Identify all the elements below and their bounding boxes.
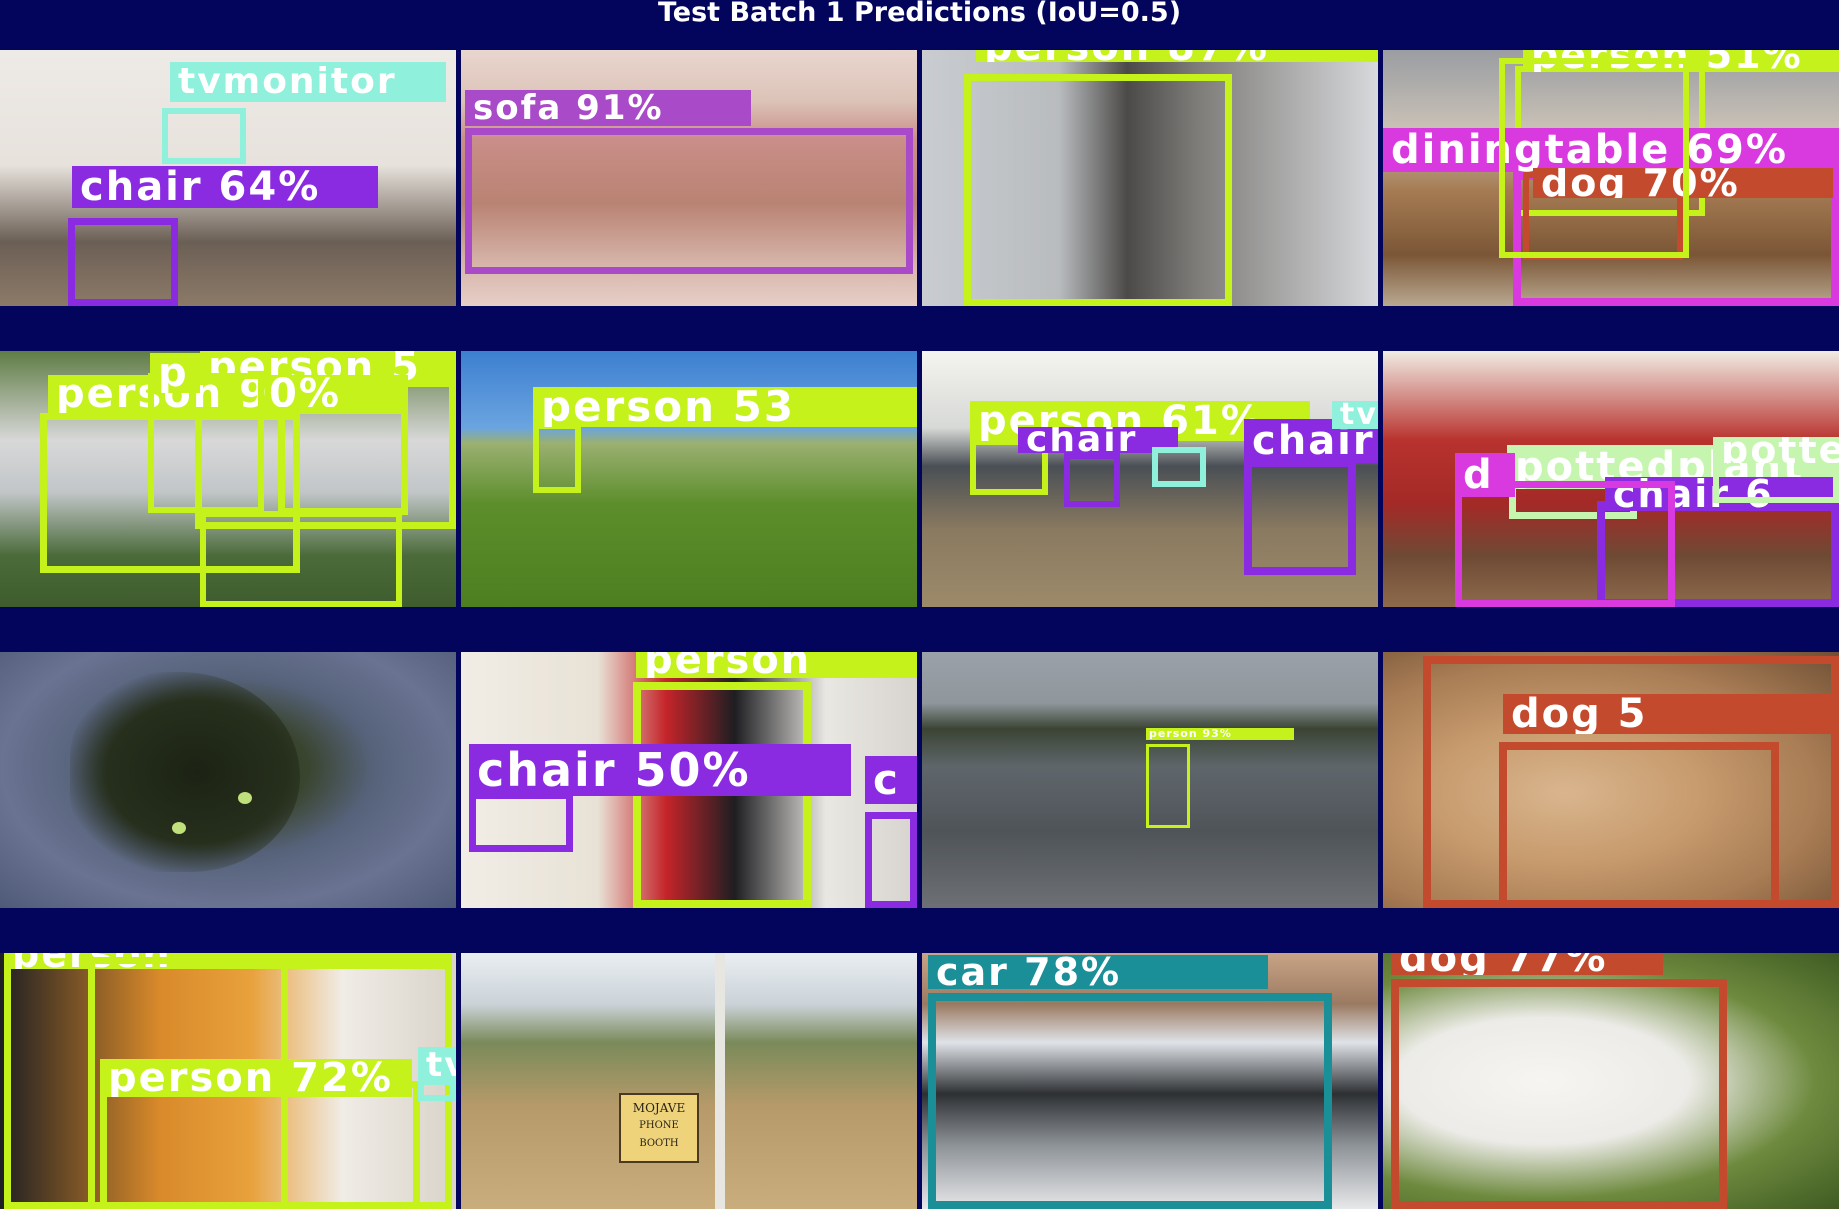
dog-detection-box xyxy=(1391,979,1727,1209)
diningtable-detection-label: d xyxy=(1455,453,1515,497)
cat-silhouette xyxy=(70,672,300,872)
panel-white-dog-on-grass: dog 77% xyxy=(1383,953,1839,1209)
chair-detection-label: chair xyxy=(1018,427,1178,453)
chair-detection-box xyxy=(865,812,917,908)
person-detection-label: person 93% xyxy=(1146,728,1294,740)
panel-open-office: person 61% chair chair tv xyxy=(922,351,1378,607)
person-detection-box xyxy=(1499,58,1689,258)
panel-elderly-man-reading: person 72%persontv xyxy=(0,953,456,1209)
chair-detection-label: chair 6 xyxy=(1605,477,1839,511)
scene-photo xyxy=(461,953,917,1209)
panel-fluffy-dog-closeup: dog 5 xyxy=(1383,652,1839,908)
figure-title: Test Batch 1 Predictions (IoU=0.5) xyxy=(657,0,1182,28)
person-detection-label: person xyxy=(636,652,917,678)
person-detection-box xyxy=(148,373,264,513)
pottedplant-detection-label: potte xyxy=(1713,437,1839,463)
dog-detection-label: dog 5 xyxy=(1503,694,1839,734)
scene-photo xyxy=(1383,953,1839,1209)
sign-line-2: PHONE BOOTH xyxy=(639,1120,679,1149)
panel-young-man-portrait: person 87% xyxy=(922,50,1378,306)
person-detection-box xyxy=(533,423,581,493)
panel-beach-running: person 93% xyxy=(922,652,1378,908)
panel-floral-sofa: sofa 91% xyxy=(461,50,917,306)
chair-detection-box xyxy=(469,792,573,852)
dog-detection-label: dog 77% xyxy=(1391,953,1663,975)
person-detection-label: person 72% xyxy=(100,1059,412,1097)
person-detection-box xyxy=(970,439,1048,495)
sofa-detection-box xyxy=(465,128,913,274)
person-detection-box xyxy=(1146,744,1190,828)
panel-woman-red-shirt: person chair 50% c xyxy=(461,652,917,908)
tvmonitor-detection-label: tvmonitor xyxy=(170,62,446,102)
panel-red-dining-room: pottedplant chair 6 d potte xyxy=(1383,351,1839,607)
person-detection-label: person 53 xyxy=(533,387,917,427)
sign-line-1: MOJAVE xyxy=(632,1101,686,1115)
chair-detection-label: c xyxy=(865,756,917,804)
chair-detection-label: chair 50% xyxy=(469,744,851,796)
scene-photo xyxy=(922,50,1378,306)
booth-pole xyxy=(715,953,725,1209)
panel-dining-room-dog: person 51% diningtable 69% dog 70% xyxy=(1383,50,1839,306)
panel-horse-field: person 53 xyxy=(461,351,917,607)
diningtable-detection-box xyxy=(1455,481,1675,607)
panel-concept-car: car 78% xyxy=(922,953,1378,1209)
cat-eye-right xyxy=(238,792,252,804)
car-detection-box xyxy=(928,993,1332,1209)
scene-photo xyxy=(922,351,1378,607)
panel-living-room-clutter: tvmonitor chair 64% xyxy=(0,50,456,306)
chair-detection-box xyxy=(1064,453,1120,507)
person-detection-box xyxy=(200,511,402,607)
scene-photo xyxy=(922,652,1378,908)
dog-detection-box xyxy=(1499,742,1779,908)
panel-mojave-desert-booth: MOJAVE PHONE BOOTH xyxy=(461,953,917,1209)
person-detection-label: p xyxy=(150,353,200,393)
person-detection-box xyxy=(964,74,1232,306)
chair-detection-box xyxy=(1244,459,1356,575)
cat-eye-left xyxy=(172,822,186,834)
chair-detection-box xyxy=(68,218,178,306)
tvmonitor-detection-label: tv xyxy=(418,1047,456,1083)
tvmonitor-detection-label: tv xyxy=(1332,401,1378,429)
tvmonitor-detection-box xyxy=(162,108,246,164)
person-detection-box xyxy=(278,407,408,515)
car-detection-label: car 78% xyxy=(928,955,1268,989)
person-detection-box xyxy=(40,413,300,573)
diningtable-detection-label: diningtable 69% xyxy=(1383,128,1839,172)
sofa-detection-label: sofa 91% xyxy=(465,90,751,126)
mojave-phone-booth-sign: MOJAVE PHONE BOOTH xyxy=(619,1093,699,1163)
panel-group-sitting-on-grass: person 5 person 90% p xyxy=(0,351,456,607)
person-detection-box xyxy=(88,957,288,1209)
tvmonitor-detection-box xyxy=(1152,447,1206,487)
panel-cat-on-rug xyxy=(0,652,456,908)
chair-detection-label: chair 64% xyxy=(72,166,378,208)
person-detection-label: person 87% xyxy=(976,50,1378,62)
person-detection-label: person 90% xyxy=(48,375,408,413)
